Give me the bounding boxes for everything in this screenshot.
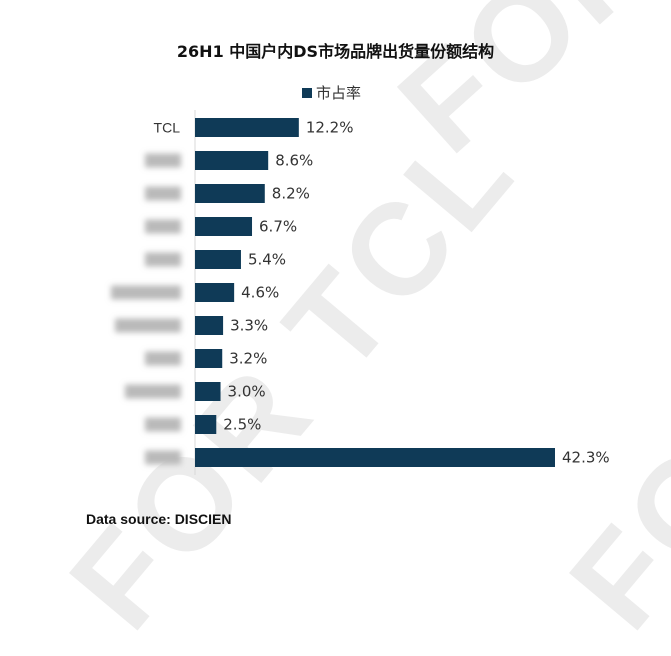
bar-value-label: 8.2%	[272, 185, 310, 203]
category-label-redacted	[145, 186, 181, 201]
bar-value-label: 6.7%	[259, 218, 297, 236]
bar-value-label: 4.6%	[241, 284, 279, 302]
bar-value-label: 8.6%	[275, 152, 313, 170]
bar	[195, 217, 253, 236]
bar	[195, 415, 217, 434]
bar	[195, 349, 223, 368]
bar-chart: 12.2% TCL 8.6% 8.2% 6.7% 5.4% 4.6% 3.3% 3.2% 3.0%…	[111, 110, 610, 475]
category-label-redacted	[125, 384, 181, 399]
bar	[195, 184, 265, 203]
data-source-note: Data source: DISCIEN	[86, 511, 232, 527]
category-label-redacted	[145, 450, 181, 465]
bar-value-label: 3.2%	[229, 350, 267, 368]
bar	[195, 316, 224, 335]
chart-title: 26H1 中国户内DS市场品牌出货量份额结构	[176, 42, 495, 61]
category-label-redacted	[145, 252, 181, 267]
category-label-redacted	[145, 351, 181, 366]
bar-value-label: 2.5%	[223, 416, 261, 434]
bar-value-label: 42.3%	[562, 449, 610, 467]
category-label-redacted	[145, 219, 181, 234]
bar	[195, 448, 555, 467]
bar-value-label: 3.3%	[230, 317, 268, 335]
category-label-redacted	[145, 417, 181, 432]
category-label-redacted	[115, 318, 181, 333]
category-label-redacted	[111, 285, 181, 300]
bar	[195, 283, 235, 302]
bar	[195, 382, 221, 401]
category-label: TCL	[154, 120, 181, 136]
legend-label: 市占率	[316, 84, 362, 102]
chart-legend: 市占率	[302, 82, 361, 103]
bar-value-label: 5.4%	[248, 251, 286, 269]
bar	[195, 151, 269, 170]
bar	[195, 118, 299, 137]
legend-swatch	[302, 87, 312, 98]
bar-value-label: 12.2%	[306, 119, 354, 137]
category-label-redacted	[145, 153, 181, 168]
bar	[195, 250, 241, 269]
bar-value-label: 3.0%	[228, 383, 266, 401]
